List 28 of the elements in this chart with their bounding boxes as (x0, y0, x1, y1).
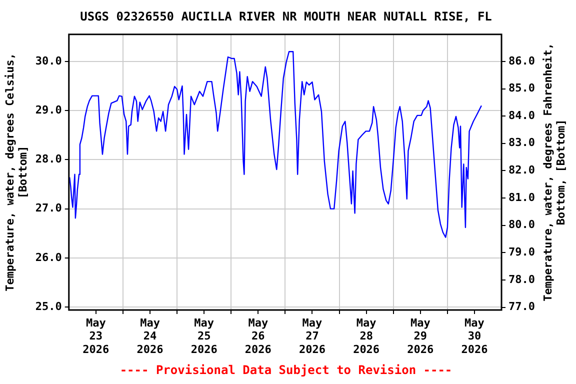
x-tick-label: May 26 2026 (244, 316, 272, 356)
y2-tick-label: 84.0 (508, 108, 536, 122)
y2-tick-label: 85.0 (508, 82, 536, 95)
y-tick-label: 29.0 (35, 103, 62, 116)
x-tick-label: May 24 2026 (136, 316, 164, 356)
x-tick-label: May 27 2026 (298, 316, 326, 356)
y-tick-label: 26.0 (35, 250, 62, 264)
y2-tick-label: 77.0 (508, 300, 536, 314)
y2-tick-label: 81.0 (508, 190, 536, 204)
y-axis-title: Temperature, water, degrees Celsius, [Bottom] (3, 52, 30, 292)
x-tick-label: May 25 2026 (190, 316, 218, 356)
y-tick-label: 30.0 (35, 54, 62, 68)
chart-title: USGS 02326550 AUCILLA RIVER NR MOUTH NEAR NUTALL RISE, FL (80, 9, 492, 24)
y2-tick-label: 78.0 (508, 272, 536, 286)
y2-tick-label: 86.0 (508, 54, 536, 68)
y2-tick-label: 80.0 (508, 218, 536, 232)
y-tick-label: 27.0 (35, 202, 62, 215)
x-tick-label: May 29 2026 (407, 316, 434, 356)
y2-tick-label: 79.0 (508, 246, 536, 258)
y2-tick-label: 83.0 (508, 136, 536, 150)
x-tick-label: May 23 2026 (82, 316, 110, 356)
y2-axis-title: Temperature, water, degrees Fahrenheit, Bottom, [Bottom] (541, 43, 568, 302)
x-tick-label: May 30 2026 (461, 316, 488, 356)
text: ---- Provisional Data Subject to Revision ---- (120, 362, 452, 377)
y2-tick-label: 82.0 (508, 164, 536, 177)
y-tick-label: 25.0 (35, 300, 62, 313)
y-tick-label: 28.0 (35, 152, 62, 166)
x-tick-label: May 28 2026 (353, 316, 380, 356)
